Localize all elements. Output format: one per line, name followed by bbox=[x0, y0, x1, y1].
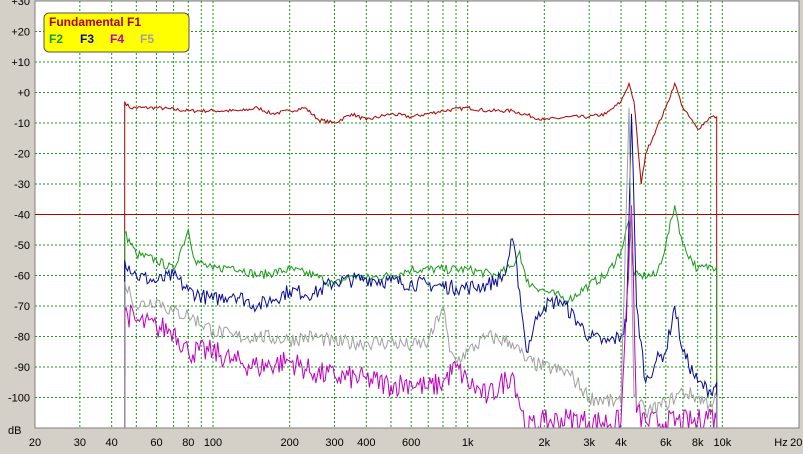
x-tick-label: 3k bbox=[583, 437, 595, 449]
legend-box bbox=[43, 12, 190, 53]
x-tick-label: 4k bbox=[615, 437, 627, 449]
x-tick-label: 100 bbox=[204, 437, 222, 449]
y-tick-label: +30 bbox=[11, 0, 30, 8]
y-tick-label: -70 bbox=[14, 301, 30, 313]
x-tick-label: 60 bbox=[150, 437, 162, 449]
y-unit-label: dB bbox=[8, 425, 21, 437]
y-tick-label: -20 bbox=[14, 149, 30, 161]
legend-item-f5: F5 bbox=[140, 32, 154, 46]
y-tick-label: -90 bbox=[14, 362, 30, 374]
series-line-f5 bbox=[124, 107, 718, 428]
x-tick-label: 20k bbox=[790, 437, 803, 449]
series-line-f3 bbox=[124, 113, 718, 428]
legend-item-f3: F3 bbox=[80, 32, 94, 46]
x-tick-label: 40 bbox=[106, 437, 118, 449]
legend-item-f2: F2 bbox=[49, 32, 63, 46]
x-unit-label: Hz bbox=[774, 437, 787, 449]
x-tick-label: 80 bbox=[182, 437, 194, 449]
x-tick-label: 1k bbox=[462, 437, 474, 449]
y-tick-label: +0 bbox=[17, 88, 30, 100]
x-tick-label: 200 bbox=[280, 437, 298, 449]
x-tick-label: 8k bbox=[692, 437, 704, 449]
series-line-f2 bbox=[124, 205, 718, 428]
y-tick-label: -60 bbox=[14, 271, 30, 283]
x-tick-label: 2k bbox=[539, 437, 551, 449]
y-tick-label: -40 bbox=[14, 210, 30, 222]
x-tick-label: 600 bbox=[402, 437, 420, 449]
x-tick-label: 6k bbox=[660, 437, 672, 449]
x-tick-label: 10k bbox=[713, 437, 731, 449]
x-tick-label: 300 bbox=[325, 437, 343, 449]
y-tick-label: +10 bbox=[11, 57, 30, 69]
legend-title: Fundamental F1 bbox=[49, 15, 141, 29]
y-tick-label: +20 bbox=[11, 27, 30, 39]
y-tick-label: -100 bbox=[8, 393, 30, 405]
x-tick-label: 400 bbox=[357, 437, 375, 449]
legend-item-f4: F4 bbox=[110, 32, 124, 46]
y-tick-label: -10 bbox=[14, 118, 30, 130]
x-tick-label: 30 bbox=[74, 437, 86, 449]
x-tick-label: 20 bbox=[29, 437, 41, 449]
y-tick-label: -80 bbox=[14, 332, 30, 344]
series-line-f4 bbox=[124, 205, 718, 428]
y-tick-label: -30 bbox=[14, 179, 30, 191]
series-line-fundamental-f1 bbox=[124, 81, 718, 428]
y-tick-label: -50 bbox=[14, 240, 30, 252]
